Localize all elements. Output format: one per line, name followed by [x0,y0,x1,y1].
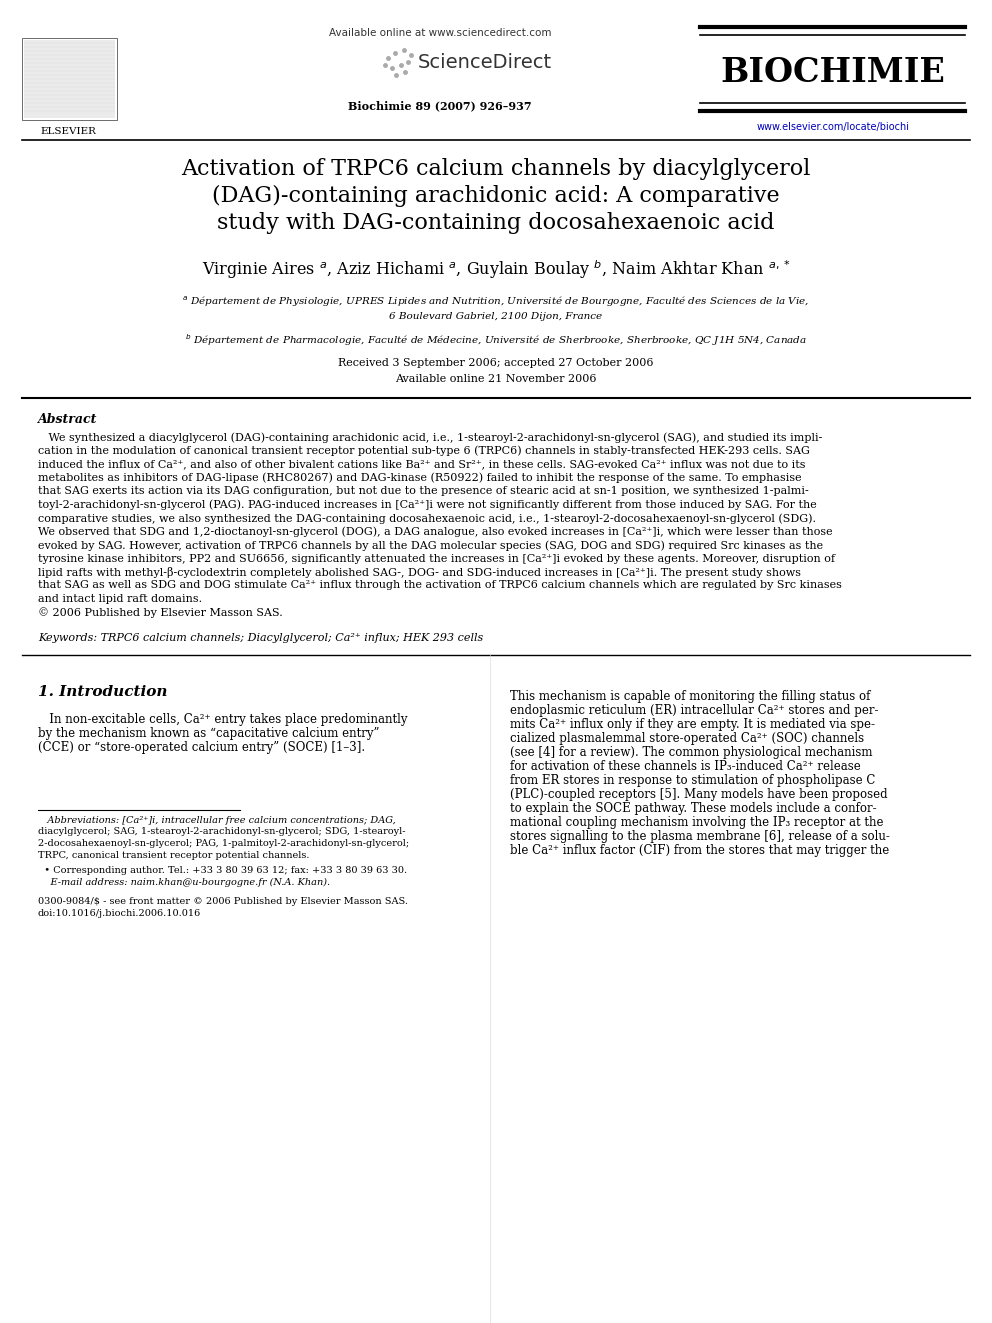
Text: for activation of these channels is IP₃-induced Ca²⁺ release: for activation of these channels is IP₃-… [510,759,861,773]
Text: to explain the SOCE pathway. These models include a confor-: to explain the SOCE pathway. These model… [510,802,877,815]
Text: In non-excitable cells, Ca²⁺ entry takes place predominantly: In non-excitable cells, Ca²⁺ entry takes… [38,713,408,726]
Bar [22,38,117,120]
Text: E-mail address: naim.khan@u-bourgogne.fr (N.A. Khan).: E-mail address: naim.khan@u-bourgogne.fr… [38,877,330,886]
Text: (DAG)-containing arachidonic acid: A comparative: (DAG)-containing arachidonic acid: A com… [212,185,780,208]
Text: metabolites as inhibitors of DAG-lipase (RHC80267) and DAG-kinase (R50922) faile: metabolites as inhibitors of DAG-lipase … [38,472,802,483]
Text: stores signalling to the plasma membrane [6], release of a solu-: stores signalling to the plasma membrane… [510,830,890,843]
Text: that SAG exerts its action via its DAG configuration, but not due to the presenc: that SAG exerts its action via its DAG c… [38,486,808,496]
Text: Abbreviations: [Ca²⁺]i, intracellular free calcium concentrations; DAG,: Abbreviations: [Ca²⁺]i, intracellular fr… [38,816,396,826]
Text: We observed that SDG and 1,2-dioctanoyl-sn-glycerol (DOG), a DAG analogue, also : We observed that SDG and 1,2-dioctanoyl-… [38,527,832,537]
Text: and intact lipid raft domains.: and intact lipid raft domains. [38,594,202,605]
Text: (PLC)-coupled receptors [5]. Many models have been proposed: (PLC)-coupled receptors [5]. Many models… [510,789,888,800]
Text: www.elsevier.com/locate/biochi: www.elsevier.com/locate/biochi [757,122,910,132]
Text: TRPC, canonical transient receptor potential channels.: TRPC, canonical transient receptor poten… [38,851,310,860]
Text: from ER stores in response to stimulation of phospholipase C: from ER stores in response to stimulatio… [510,774,875,787]
Text: 1. Introduction: 1. Introduction [38,685,168,699]
Text: tyrosine kinase inhibitors, PP2 and SU6656, significantly attenuated the increas: tyrosine kinase inhibitors, PP2 and SU66… [38,553,835,564]
Text: ble Ca²⁺ influx factor (CIF) from the stores that may trigger the: ble Ca²⁺ influx factor (CIF) from the st… [510,844,889,857]
Text: comparative studies, we also synthesized the DAG-containing docosahexaenoic acid: comparative studies, we also synthesized… [38,513,816,524]
Text: study with DAG-containing docosahexaenoic acid: study with DAG-containing docosahexaenoi… [217,212,775,234]
Text: endoplasmic reticulum (ER) intracellular Ca²⁺ stores and per-: endoplasmic reticulum (ER) intracellular… [510,704,879,717]
Text: Received 3 September 2006; accepted 27 October 2006: Received 3 September 2006; accepted 27 O… [338,359,654,368]
Text: lipid rafts with methyl-β-cyclodextrin completely abolished SAG-, DOG- and SDG-i: lipid rafts with methyl-β-cyclodextrin c… [38,568,801,578]
Text: ScienceDirect: ScienceDirect [418,53,553,71]
Text: ELSEVIER: ELSEVIER [40,127,96,136]
Text: Virginie Aires $^{a}$, Aziz Hichami $^{a}$, Guylain Boulay $^{b}$, Naim Akhtar K: Virginie Aires $^{a}$, Aziz Hichami $^{a… [201,258,791,280]
Text: (CCE) or “store-operated calcium entry” (SOCE) [1–3].: (CCE) or “store-operated calcium entry” … [38,741,365,754]
Text: doi:10.1016/j.biochi.2006.10.016: doi:10.1016/j.biochi.2006.10.016 [38,909,201,917]
Text: evoked by SAG. However, activation of TRPC6 channels by all the DAG molecular sp: evoked by SAG. However, activation of TR… [38,540,823,550]
Text: This mechanism is capable of monitoring the filling status of: This mechanism is capable of monitoring … [510,691,870,703]
Text: • Corresponding author. Tel.: +33 3 80 39 63 12; fax: +33 3 80 39 63 30.: • Corresponding author. Tel.: +33 3 80 3… [38,867,407,875]
Text: We synthesized a diacylglycerol (DAG)-containing arachidonic acid, i.e., 1-stear: We synthesized a diacylglycerol (DAG)-co… [38,433,822,443]
Text: toyl-2-arachidonyl-sn-glycerol (PAG). PAG-induced increases in [Ca²⁺]i were not : toyl-2-arachidonyl-sn-glycerol (PAG). PA… [38,500,816,511]
Text: Keywords: TRPC6 calcium channels; Diacylglycerol; Ca²⁺ influx; HEK 293 cells: Keywords: TRPC6 calcium channels; Diacyl… [38,632,483,643]
Text: $^{a}$ Département de Physiologie, UPRES Lipides and Nutrition, Université de Bo: $^{a}$ Département de Physiologie, UPRES… [183,295,809,310]
Text: Available online 21 November 2006: Available online 21 November 2006 [395,374,597,384]
Text: mits Ca²⁺ influx only if they are empty. It is mediated via spe-: mits Ca²⁺ influx only if they are empty.… [510,718,875,732]
Text: induced the influx of Ca²⁺, and also of other bivalent cations like Ba²⁺ and Sr²: induced the influx of Ca²⁺, and also of … [38,459,806,468]
Text: cialized plasmalemmal store-operated Ca²⁺ (SOC) channels: cialized plasmalemmal store-operated Ca²… [510,732,864,745]
Text: Biochimie 89 (2007) 926–937: Biochimie 89 (2007) 926–937 [348,101,532,111]
Text: $^{b}$ Département de Pharmacologie, Faculté de Médecine, Université de Sherbroo: $^{b}$ Département de Pharmacologie, Fac… [185,332,807,348]
Text: 2-docosahexaenoyl-sn-glycerol; PAG, 1-palmitoyl-2-arachidonyl-sn-glycerol;: 2-docosahexaenoyl-sn-glycerol; PAG, 1-pa… [38,839,409,848]
Text: 6 Boulevard Gabriel, 2100 Dijon, France: 6 Boulevard Gabriel, 2100 Dijon, France [390,312,602,321]
Text: mational coupling mechanism involving the IP₃ receptor at the: mational coupling mechanism involving th… [510,816,884,830]
Text: BIOCHIMIE: BIOCHIMIE [720,56,945,89]
Text: Abstract: Abstract [38,413,97,426]
Text: (see [4] for a review). The common physiological mechanism: (see [4] for a review). The common physi… [510,746,873,759]
Text: that SAG as well as SDG and DOG stimulate Ca²⁺ influx through the activation of : that SAG as well as SDG and DOG stimulat… [38,581,842,590]
Text: diacylglycerol; SAG, 1-stearoyl-2-arachidonyl-sn-glycerol; SDG, 1-stearoyl-: diacylglycerol; SAG, 1-stearoyl-2-arachi… [38,827,406,836]
Text: cation in the modulation of canonical transient receptor potential sub-type 6 (T: cation in the modulation of canonical tr… [38,446,809,456]
Text: Activation of TRPC6 calcium channels by diacylglycerol: Activation of TRPC6 calcium channels by … [182,157,810,180]
Text: by the mechanism known as “capacitative calcium entry”: by the mechanism known as “capacitative … [38,728,380,740]
Text: © 2006 Published by Elsevier Masson SAS.: © 2006 Published by Elsevier Masson SAS. [38,607,283,618]
Text: 0300-9084/$ - see front matter © 2006 Published by Elsevier Masson SAS.: 0300-9084/$ - see front matter © 2006 Pu… [38,897,408,906]
Text: Available online at www.sciencedirect.com: Available online at www.sciencedirect.co… [328,28,552,38]
Bar [24,40,115,118]
